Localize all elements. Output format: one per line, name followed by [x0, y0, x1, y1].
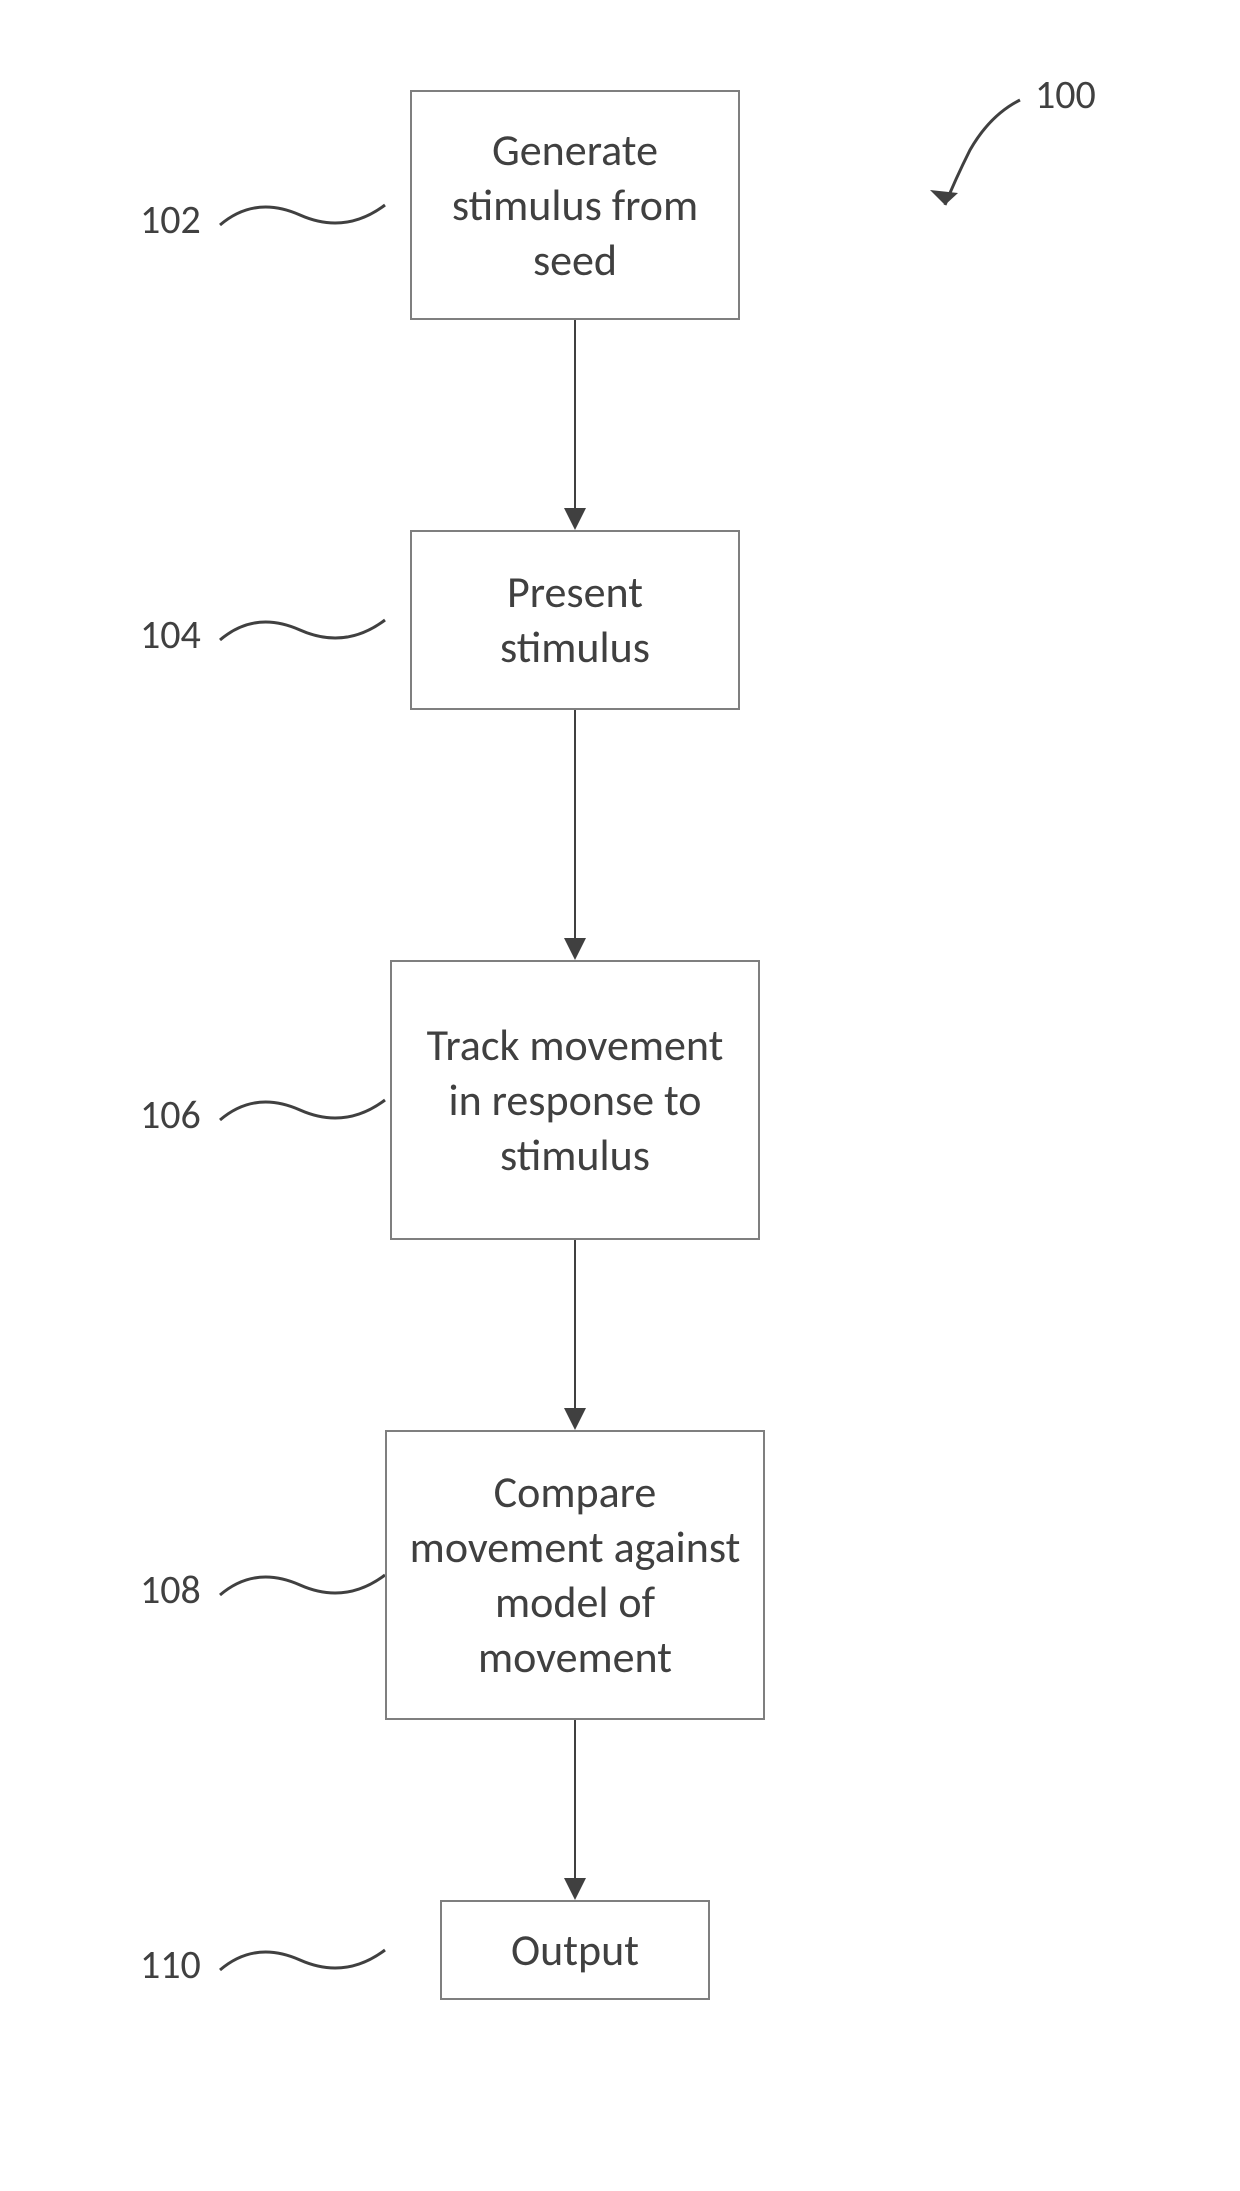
- figure-id-arrow: [910, 95, 1030, 225]
- flow-arrowhead-4: [564, 1878, 586, 1900]
- flow-box-text: Track movement in response to stimulus: [412, 1018, 738, 1183]
- flow-box-output: Output: [440, 1900, 710, 2000]
- flow-box-present-stimulus: Present stimulus: [410, 530, 740, 710]
- flow-box-compare-movement: Compare movement against model of moveme…: [385, 1430, 765, 1720]
- flow-arrow-4: [574, 1720, 576, 1878]
- flow-arrow-2: [574, 710, 576, 938]
- flow-arrowhead-1: [564, 508, 586, 530]
- step-number-102: 102: [140, 195, 201, 244]
- step-number-108: 108: [140, 1565, 201, 1614]
- flow-arrowhead-2: [564, 938, 586, 960]
- squiggle-108: [215, 1555, 390, 1610]
- flow-box-generate-stimulus: Generate stimulus from seed: [410, 90, 740, 320]
- flow-arrow-3: [574, 1240, 576, 1408]
- flow-box-text: Compare movement against model of moveme…: [407, 1465, 743, 1685]
- flow-box-text: Present stimulus: [432, 565, 718, 675]
- squiggle-102: [215, 185, 390, 240]
- flow-box-text: Output: [511, 1923, 639, 1978]
- squiggle-110: [215, 1930, 390, 1985]
- flow-box-track-movement: Track movement in response to stimulus: [390, 960, 760, 1240]
- squiggle-106: [215, 1080, 390, 1135]
- step-number-104: 104: [140, 610, 201, 659]
- flow-arrowhead-3: [564, 1408, 586, 1430]
- flow-box-text: Generate stimulus from seed: [432, 123, 718, 288]
- figure-id-label: 100: [1035, 70, 1096, 119]
- step-number-106: 106: [140, 1090, 201, 1139]
- flow-arrow-1: [574, 320, 576, 508]
- squiggle-104: [215, 600, 390, 655]
- step-number-110: 110: [140, 1940, 201, 1989]
